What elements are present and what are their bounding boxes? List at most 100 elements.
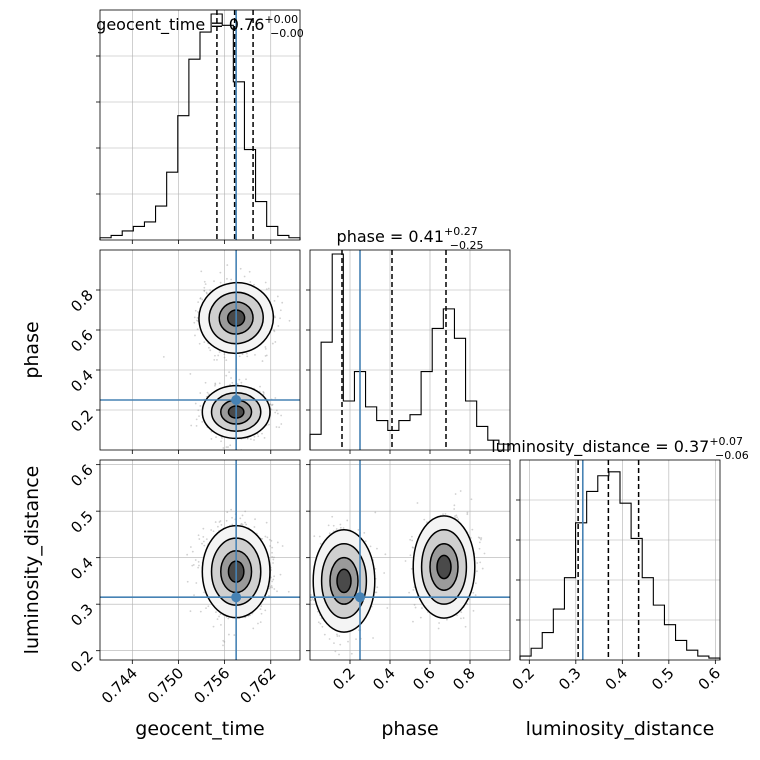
- sample-point: [199, 392, 202, 394]
- sample-point: [364, 540, 367, 543]
- sample-point: [383, 572, 386, 574]
- x-tick-label: 0.6: [695, 664, 725, 694]
- sample-point: [279, 309, 282, 312]
- truth-marker: [355, 592, 365, 603]
- sample-point: [217, 354, 220, 357]
- sample-point: [480, 537, 483, 539]
- sample-point: [438, 622, 440, 624]
- sample-point: [253, 435, 256, 438]
- sample-point: [270, 569, 273, 571]
- sample-point: [225, 446, 228, 449]
- sample-point: [189, 610, 192, 613]
- y-tick-label: 0.4: [67, 366, 97, 396]
- sample-point: [231, 516, 233, 519]
- sample-point: [191, 564, 194, 567]
- sample-point: [197, 534, 200, 537]
- sample-point: [205, 292, 208, 295]
- sample-point: [268, 587, 271, 590]
- sample-point: [226, 264, 229, 266]
- sample-point: [264, 609, 267, 612]
- sample-point: [442, 513, 444, 516]
- sample-point: [479, 561, 482, 564]
- sample-point: [477, 536, 480, 539]
- sample-point: [231, 523, 234, 526]
- sample-point: [411, 535, 413, 538]
- title-median: 0.41: [408, 227, 444, 246]
- sample-point: [272, 558, 275, 561]
- sample-point: [323, 633, 326, 636]
- x-tick-label: 0.8: [449, 664, 479, 694]
- x-tick-label: 0.750: [144, 664, 187, 707]
- sample-point: [460, 611, 463, 614]
- sample-point: [198, 415, 200, 418]
- sample-point: [199, 297, 202, 299]
- sample-point: [214, 521, 217, 523]
- sample-point: [270, 584, 273, 587]
- x-tick-label: 0.762: [236, 664, 279, 707]
- sample-point: [243, 275, 246, 278]
- sample-point: [204, 283, 207, 285]
- sample-point: [246, 437, 249, 440]
- sample-point: [192, 563, 195, 566]
- sample-point: [195, 319, 198, 322]
- sample-point: [280, 414, 283, 417]
- sample-point: [203, 289, 206, 292]
- sample-point: [476, 570, 478, 573]
- sample-point: [246, 352, 248, 355]
- sample-point: [268, 594, 270, 597]
- sample-point: [466, 603, 469, 605]
- sample-point: [277, 325, 280, 327]
- sample-point: [205, 607, 207, 610]
- sample-point: [244, 510, 247, 513]
- sample-point: [218, 351, 221, 354]
- sample-point: [273, 330, 276, 333]
- sample-point: [263, 436, 266, 439]
- sample-point: [408, 591, 411, 594]
- sample-point: [236, 383, 239, 385]
- sample-point: [338, 653, 340, 656]
- sample-point: [437, 627, 440, 630]
- sample-point: [278, 426, 281, 429]
- sample-point: [271, 551, 273, 554]
- sample-point: [274, 341, 277, 343]
- axes-frame: [309, 459, 511, 661]
- sample-point: [207, 605, 210, 608]
- sample-point: [207, 393, 210, 396]
- sample-point: [412, 546, 415, 549]
- sample-point: [342, 527, 345, 529]
- sample-point: [212, 530, 215, 533]
- sample-point: [226, 511, 229, 514]
- sample-point: [411, 546, 414, 549]
- sample-point: [276, 412, 279, 415]
- y-tick-label: 0.3: [67, 600, 97, 630]
- sample-point: [218, 382, 221, 385]
- sample-point: [223, 640, 226, 643]
- sample-point: [200, 270, 203, 273]
- sample-point: [457, 518, 460, 521]
- sample-point: [472, 591, 475, 594]
- y-tick-label: 0.2: [67, 647, 97, 677]
- panel-scatter-geocent-time-phase: 0.20.40.60.8: [67, 249, 301, 454]
- sample-point: [213, 280, 215, 283]
- truth-marker: [231, 395, 242, 405]
- sample-point: [186, 580, 189, 583]
- sample-point: [194, 402, 197, 405]
- sample-point: [226, 277, 228, 280]
- sample-point: [347, 640, 349, 643]
- sample-point: [230, 508, 232, 511]
- sample-point: [198, 538, 201, 540]
- sample-point: [273, 299, 276, 302]
- sample-point: [241, 523, 244, 526]
- sample-point: [210, 438, 213, 440]
- sample-point: [196, 328, 199, 331]
- sample-point: [206, 391, 209, 394]
- sample-point: [272, 578, 275, 581]
- sample-point: [363, 531, 366, 534]
- sample-point: [259, 621, 262, 624]
- sample-point: [454, 515, 456, 518]
- sample-point: [269, 403, 272, 406]
- sample-point: [205, 291, 208, 294]
- sample-point: [241, 353, 244, 356]
- sample-point: [409, 554, 412, 557]
- axes-frame: [99, 459, 301, 661]
